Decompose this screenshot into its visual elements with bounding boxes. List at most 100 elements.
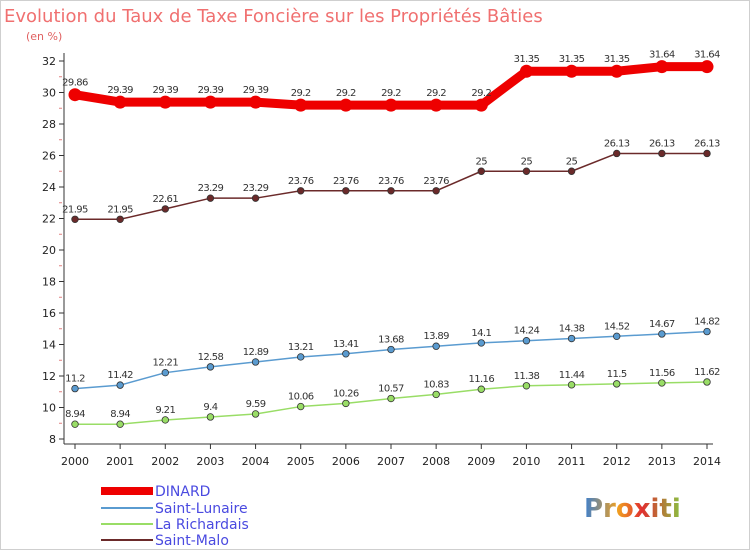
data-label: 14.24	[514, 326, 540, 337]
legend-label: Saint-Malo	[155, 533, 229, 549]
data-point	[206, 194, 215, 202]
data-label: 11.2	[65, 374, 85, 385]
legend-label: DINARD	[155, 484, 210, 500]
data-label: 29.39	[198, 85, 224, 96]
proxiti-logo: Proxiti	[584, 494, 681, 524]
data-label: 11.44	[559, 370, 585, 381]
data-point	[161, 205, 169, 213]
x-tick-label: 2010	[512, 455, 540, 468]
data-point	[658, 379, 666, 387]
data-point	[387, 187, 395, 195]
x-tick-label: 2014	[693, 455, 721, 468]
data-label: 10.57	[378, 384, 404, 395]
data-label: 11.62	[694, 367, 720, 378]
data-label: 31.35	[604, 54, 630, 65]
data-label: 29.2	[471, 88, 491, 99]
data-label: 10.26	[333, 388, 359, 399]
axes: 8 10 12 14 16 18 20 22 24 26 28 30 32 2000 2001 2002 200…	[42, 53, 721, 468]
x-tick-label: 2001	[106, 455, 134, 468]
data-point	[297, 402, 305, 411]
series-dinard: 29.86 29.39 29.39 29.39 29.39 29.2 29.2 29.2 29.…	[62, 50, 721, 112]
y-tick-label: 14	[42, 339, 56, 352]
x-tick-label: 2013	[648, 455, 676, 468]
data-point	[655, 60, 669, 74]
data-point	[251, 358, 260, 366]
data-point	[703, 149, 711, 158]
data-label: 23.29	[198, 183, 224, 194]
data-point	[613, 149, 621, 158]
data-label: 13.41	[333, 339, 359, 350]
data-point	[387, 394, 395, 403]
data-label: 8.94	[65, 409, 85, 420]
y-tick-label: 16	[42, 307, 56, 320]
x-tick-label: 2012	[603, 455, 631, 468]
data-point	[522, 167, 531, 175]
data-label: 23.76	[288, 176, 314, 187]
data-label: 11.56	[649, 368, 675, 379]
data-label: 13.21	[288, 342, 314, 353]
data-label: 11.42	[107, 370, 133, 381]
data-label: 10.06	[288, 392, 314, 403]
x-tick-label: 2006	[332, 455, 360, 468]
data-point	[342, 399, 350, 408]
data-point	[610, 64, 624, 78]
x-tick-label: 2002	[151, 455, 179, 468]
data-label: 29.39	[152, 85, 178, 96]
data-point	[113, 95, 127, 109]
data-point	[203, 95, 217, 109]
data-label: 12.21	[152, 358, 178, 369]
data-point	[297, 187, 305, 195]
y-tick-label: 32	[42, 55, 56, 68]
x-tick-label: 2000	[61, 455, 89, 468]
data-point	[161, 368, 169, 377]
y-tick-label: 20	[42, 244, 56, 257]
x-tick-label: 2009	[467, 455, 495, 468]
data-point	[567, 167, 576, 175]
data-point	[703, 378, 711, 386]
data-point	[613, 380, 621, 388]
series-saint-lunaire: 11.2 11.42 12.21 12.58 12.89 13.21 13.41 13.68 1…	[65, 317, 721, 393]
y-tick-label: 10	[42, 402, 56, 415]
y-tick-label: 24	[42, 181, 56, 194]
data-point	[249, 95, 263, 109]
data-label: 31.64	[649, 50, 675, 61]
data-point	[116, 381, 124, 389]
data-point	[432, 187, 440, 195]
x-tick-label: 2011	[558, 455, 586, 468]
data-point	[519, 64, 533, 78]
data-label: 29.86	[62, 78, 88, 89]
data-label: 13.89	[423, 331, 449, 342]
data-point	[161, 416, 169, 424]
data-point	[294, 98, 308, 112]
unit-label: (en %)	[26, 30, 62, 43]
data-label: 13.68	[378, 335, 404, 346]
data-label: 25	[476, 156, 488, 167]
data-label: 11.5	[607, 369, 627, 380]
legend-label: La Richardais	[155, 517, 249, 533]
x-tick-label: 2003	[196, 455, 224, 468]
data-point	[522, 382, 531, 390]
y-tick-label: 30	[42, 87, 56, 100]
data-point	[567, 334, 576, 343]
legend-swatch	[101, 487, 153, 495]
legend-swatch	[101, 539, 153, 541]
data-label: 25	[566, 156, 578, 167]
data-point	[387, 345, 395, 354]
legend-swatch	[101, 523, 153, 525]
data-label: 11.38	[514, 371, 540, 382]
data-point	[297, 353, 305, 361]
data-point	[339, 98, 353, 112]
data-point	[477, 339, 485, 347]
data-label: 29.39	[107, 85, 133, 96]
data-label: 29.2	[426, 88, 446, 99]
data-point	[429, 98, 443, 112]
data-point	[158, 95, 172, 109]
data-point	[71, 215, 79, 223]
data-label: 12.58	[198, 352, 224, 363]
data-label: 31.35	[514, 54, 540, 65]
data-point	[206, 363, 215, 371]
x-tick-label: 2008	[422, 455, 450, 468]
data-point	[116, 420, 124, 428]
